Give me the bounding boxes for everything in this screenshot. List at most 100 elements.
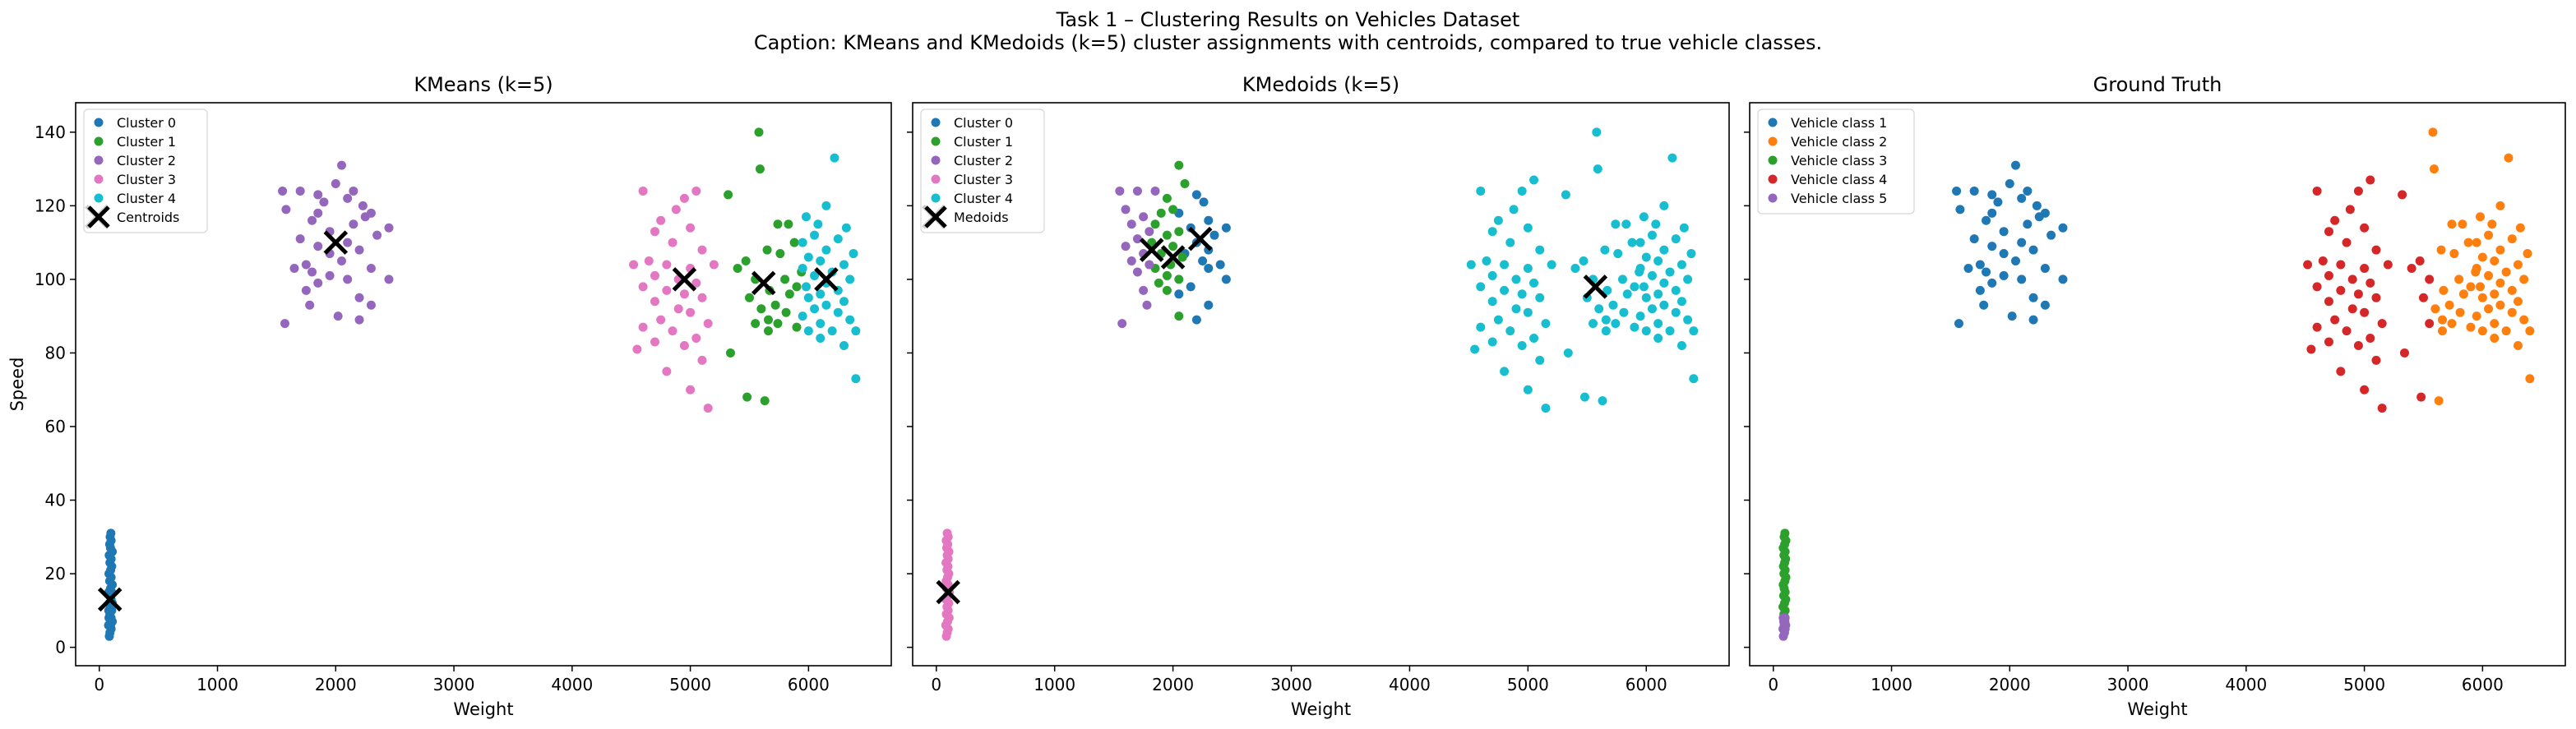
x-tick-label: 3000 [1270,675,1312,694]
data-point [2324,297,2333,307]
data-point [1162,193,1172,203]
data-point [1653,289,1663,299]
data-point [780,275,790,284]
data-point [1601,315,1611,325]
data-point [1511,275,1521,284]
centroid-marker [323,230,349,255]
data-point [798,311,807,321]
data-point [2477,326,2487,336]
data-point [2342,238,2352,247]
data-point [2429,164,2439,174]
data-point [1154,278,1163,288]
data-point [1975,260,1985,270]
data-point [2454,275,2464,284]
axes-frame [912,102,1730,667]
data-point [1523,307,1533,317]
x-tick-label: 6000 [788,675,830,694]
axes-frame [1749,102,2566,667]
data-point [313,208,323,218]
data-point [2360,385,2370,394]
data-point [2371,245,2381,255]
data-point [1529,175,1539,185]
data-point [281,205,291,215]
data-point [650,227,659,237]
legend-label: Medoids [954,210,1009,225]
data-point [2475,212,2485,222]
data-point [2507,234,2517,244]
data-point [384,275,394,284]
data-point [789,238,799,247]
data-point [295,186,305,196]
data-point [851,374,861,384]
data-point [1215,260,1225,270]
data-point [845,315,855,325]
data-point [1174,227,1184,237]
data-point [308,215,317,225]
data-point [1570,263,1580,273]
data-point [1780,528,1790,538]
data-point [833,234,843,244]
legend-marker [1768,155,1778,165]
data-point [343,238,353,247]
data-point [106,528,116,538]
data-point [2495,201,2505,210]
data-point [2330,315,2340,325]
data-point [1651,219,1661,229]
data-point [2525,326,2535,336]
data-point [1952,186,1962,196]
data-point [762,245,772,255]
data-point [1204,215,1214,225]
data-point [1186,282,1196,292]
data-point [366,208,376,218]
data-point [792,322,802,332]
series-1 [104,528,118,641]
data-point [1191,190,1201,200]
data-point [1963,263,1973,273]
legend-label: Cluster 4 [117,191,176,206]
data-point [2466,282,2476,292]
data-point [2398,190,2407,200]
data-point [1500,367,1510,376]
data-point [1162,285,1172,295]
data-point [1601,326,1611,336]
data-point [833,307,843,317]
data-point [1517,340,1527,350]
marker-series [85,205,839,612]
legend-label: Cluster 3 [117,172,176,187]
legend-label: Cluster 3 [954,172,1013,187]
x-tick-label: 5000 [669,675,711,694]
data-point [2425,319,2435,329]
data-point [1982,267,1991,277]
legend: Cluster 0 Cluster 1 Cluster 2 Cluster 3 Clus… [83,108,208,233]
legend-label: Cluster 1 [117,134,176,150]
data-point [1487,297,1497,307]
data-point [1676,340,1686,350]
y-tick-label: 40 [45,491,66,510]
data-point [2507,285,2517,295]
data-point [792,282,802,292]
legend-marker [1768,136,1778,146]
legend-label: Vehicle class 2 [1791,134,1887,150]
series-4 [629,186,719,413]
data-point [742,392,752,402]
series-4 [2303,175,2435,413]
data-point [349,186,358,196]
data-point [1121,205,1131,215]
data-point [2515,223,2525,233]
data-point [2430,304,2440,314]
y-axis-label: Speed [7,358,27,412]
data-point [2519,275,2529,284]
series-2 [724,127,807,406]
data-point [2490,289,2500,299]
data-point [638,282,648,292]
data-point [1177,252,1187,262]
data-point [2399,348,2409,358]
data-point [2017,193,2027,203]
data-point [1999,227,2009,237]
data-point [1659,300,1669,310]
y-tick-label: 120 [35,196,66,215]
centroid-marker [1583,275,1608,299]
data-point [1500,285,1510,295]
data-point [810,230,820,240]
legend-marker [1768,193,1778,203]
